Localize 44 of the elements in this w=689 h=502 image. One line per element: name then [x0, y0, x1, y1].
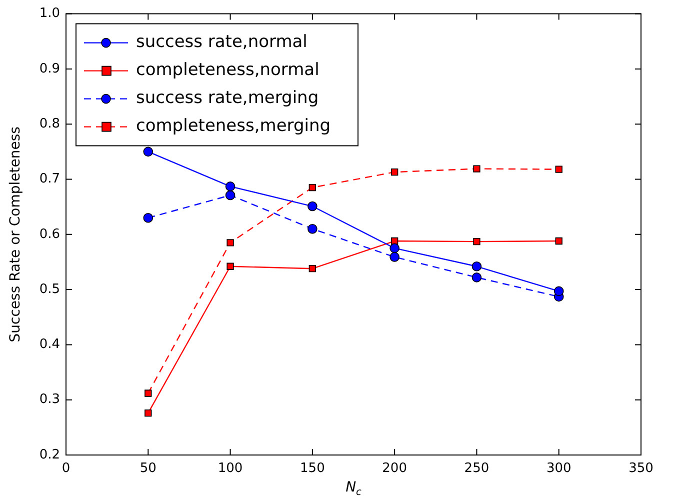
point: [473, 238, 480, 246]
legend-label: completeness,normal: [136, 60, 320, 80]
y-tick-label: 0.4: [39, 337, 60, 352]
point: [143, 212, 154, 223]
point: [308, 224, 318, 234]
y-tick-label: 0.6: [39, 226, 60, 242]
legend-label: success rate,merging: [136, 88, 319, 108]
legend-label: success rate,normal: [136, 32, 308, 52]
x-tick-label: 150: [300, 461, 325, 476]
legend-label: completeness,merging: [136, 116, 331, 136]
point: [472, 272, 482, 282]
point: [226, 262, 234, 270]
y-tick-label: 0.9: [39, 61, 60, 76]
point: [473, 165, 480, 172]
point: [555, 166, 562, 173]
point: [226, 239, 234, 246]
point: [144, 390, 152, 397]
x-tick-label: 350: [628, 461, 654, 476]
point: [225, 190, 236, 200]
x-tick-label: 250: [464, 461, 490, 476]
point: [390, 168, 398, 176]
x-tick-label: 100: [218, 461, 243, 476]
y-tick-label: 0.7: [39, 172, 60, 187]
point: [390, 243, 400, 254]
point: [225, 182, 236, 192]
point: [554, 286, 564, 296]
point: [555, 237, 562, 245]
y-tick-label: 1.0: [39, 6, 60, 22]
x-tick-label: 0: [62, 461, 70, 476]
y-axis-title: Success Rate or Completeness: [8, 126, 24, 342]
y-tick-label: 0.8: [39, 116, 60, 132]
point: [143, 146, 154, 157]
point: [144, 410, 152, 417]
point: [308, 201, 318, 212]
point: [472, 261, 482, 272]
point: [308, 184, 316, 192]
x-tick-label: 50: [140, 461, 156, 476]
y-tick-label: 0.3: [39, 392, 60, 408]
y-tick-label: 0.2: [39, 447, 60, 462]
y-tick-label: 0.5: [39, 282, 60, 297]
x-tick-label: 200: [382, 461, 407, 476]
x-tick-label: 300: [546, 461, 572, 476]
point: [308, 265, 316, 272]
point: [390, 252, 400, 262]
